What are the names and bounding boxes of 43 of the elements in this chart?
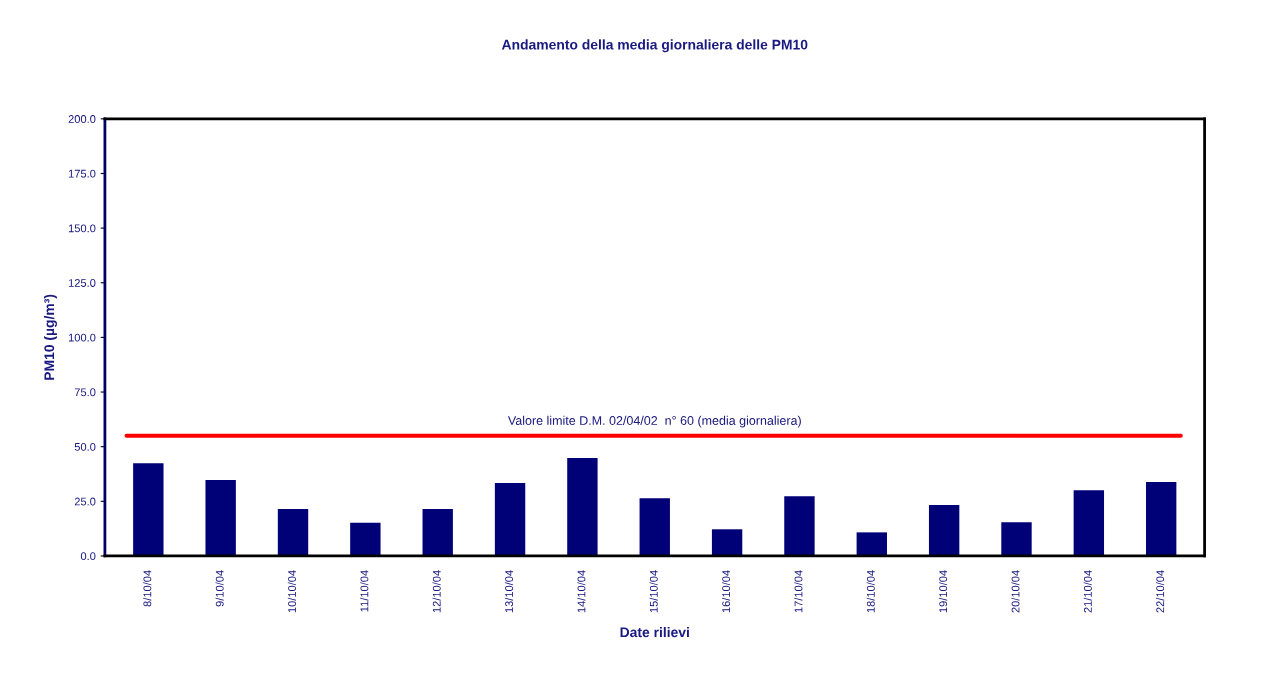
bar [350,522,381,556]
x-tick-label: 21/10/04 [1083,570,1092,613]
x-tick-label: 15/10/04 [649,570,658,613]
bar [205,480,236,556]
bar [567,458,598,556]
x-tick-label: 12/10/04 [432,570,441,613]
bar [277,508,309,556]
x-tick-label: 14/10/04 [577,570,586,613]
ref-line-label: Valore limite D.M. 02/04/02 n° 60 (media giornaliera) [507,415,801,428]
y-axis-title: PM10 (µg/m³) [43,294,57,380]
bar [639,498,670,556]
y-tick-label: 25.0 [74,497,96,506]
y-tick-label: 100.0 [68,333,96,342]
y-tick-label: 200.0 [68,115,96,123]
x-axis-title: Date rilievi [620,626,689,638]
bar [494,482,526,556]
x-tick-label: 16/10/04 [721,570,731,613]
bar [1145,482,1177,556]
x-tick-label: 9/10/04 [215,570,224,607]
bar [711,529,743,556]
y-tick-label: 175.0 [68,169,96,178]
x-tick-label: 22/10/04 [1156,570,1165,613]
y-tick-label: 150.0 [68,224,96,233]
bar [928,505,960,556]
bar [133,463,164,556]
bar [1001,522,1032,556]
y-tick-label: 50.0 [74,442,96,451]
x-tick-label: 8/10/04 [143,570,152,607]
y-tick-label: 75.0 [74,388,96,397]
y-tick-label: 0.0 [80,552,96,561]
x-tick-label: 18/10/04 [866,570,875,613]
x-tick-label: 11/10/04 [360,570,369,612]
bar [784,496,815,556]
x-tick-label: 10/10/04 [287,570,296,613]
bar [856,532,887,556]
chart-title: Andamento della media giornaliera delle PM10 [501,39,808,53]
x-tick-label: 17/10/04 [794,570,803,613]
bar [1073,490,1105,556]
x-tick-label: 20/10/04 [1011,570,1020,613]
y-tick-label: 125.0 [68,279,96,287]
bar [422,508,453,556]
x-tick-label: 13/10/04 [504,570,514,613]
x-tick-label: 19/10/04 [938,570,948,613]
